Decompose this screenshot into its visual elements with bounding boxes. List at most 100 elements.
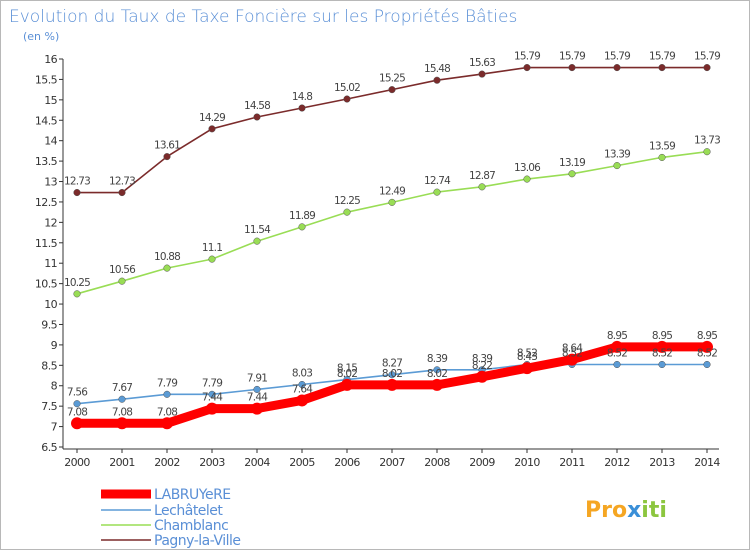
data-point (253, 237, 261, 245)
data-point (523, 175, 531, 183)
data-label: 10.25 (64, 277, 90, 289)
data-label: 13.61 (154, 140, 180, 152)
data-point (658, 64, 666, 72)
data-point (298, 380, 306, 389)
logo-part-3: iti (641, 498, 667, 523)
data-point (208, 255, 216, 263)
data-point (521, 362, 533, 375)
data-point (613, 360, 621, 369)
data-label: 13.73 (694, 135, 720, 147)
y-tick-label: 8.5 (41, 359, 57, 372)
data-label: 15.79 (514, 51, 540, 63)
y-tick-label: 10 (44, 298, 57, 311)
data-label: 8.52 (562, 347, 582, 359)
data-label: 8.95 (697, 330, 717, 342)
data-label: 7.08 (67, 406, 87, 418)
data-label: 8.39 (472, 353, 492, 365)
data-label: 14.58 (244, 100, 270, 112)
logo-part-2: x (627, 498, 641, 523)
data-label: 8.39 (427, 353, 447, 365)
data-label: 7.91 (247, 372, 267, 384)
data-point (206, 402, 218, 415)
x-tick-label: 2009 (469, 456, 495, 469)
x-tick-label: 2002 (154, 456, 180, 469)
data-label: 11.1 (202, 242, 222, 254)
data-point (73, 290, 81, 298)
series-line-2 (76, 150, 708, 295)
data-label: 7.08 (112, 406, 132, 418)
legend-label: LABRUYeRE (154, 487, 231, 503)
data-label: 7.79 (157, 377, 177, 389)
data-label: 15.63 (469, 57, 495, 69)
data-label: 7.79 (202, 377, 222, 389)
series-data-labels: 12.73 12.73 13.61 14.29 14.58 14.8 15.02 15.25 1… (64, 51, 721, 419)
data-point (118, 395, 126, 403)
data-point (568, 170, 576, 178)
data-point (703, 360, 711, 369)
x-tick-label: 2006 (334, 456, 360, 469)
y-tick-label: 10.5 (35, 278, 58, 291)
x-tick-label: 2014 (694, 456, 720, 469)
data-label: 10.56 (109, 264, 136, 276)
data-label: 7.44 (247, 392, 268, 404)
data-point (433, 76, 441, 84)
data-point (161, 417, 173, 430)
data-point (341, 378, 353, 391)
data-label: 12.73 (109, 176, 135, 188)
data-point (343, 208, 351, 216)
data-label: 11.54 (244, 224, 271, 236)
y-tick-label: 11.5 (35, 237, 58, 250)
data-point (388, 198, 396, 206)
data-point (118, 189, 126, 197)
data-point (116, 417, 128, 430)
data-point (613, 64, 621, 72)
y-tick-label: 9 (51, 339, 58, 352)
x-tick-label: 2001 (109, 456, 135, 469)
data-label: 15.79 (694, 51, 720, 63)
x-tick-label: 2010 (514, 456, 540, 469)
y-tick-label: 16 (44, 53, 57, 66)
data-label: 8.43 (517, 351, 537, 363)
data-label: 8.95 (652, 330, 672, 342)
data-point (523, 64, 531, 72)
y-tick-label: 13 (44, 176, 57, 189)
data-point (656, 340, 668, 353)
chart-title: Evolution du Taux de Taxe Foncière sur l… (9, 7, 517, 27)
data-label: 12.73 (64, 176, 90, 188)
data-label: 10.88 (154, 251, 180, 263)
y-tick-label: 12.5 (35, 196, 58, 209)
proxiti-logo: Proxiti (585, 498, 667, 523)
data-label: 7.56 (67, 387, 88, 399)
data-point (163, 153, 171, 161)
legend-label: Pagny-la-Ville (154, 533, 241, 549)
data-point (296, 394, 308, 407)
data-label: 13.39 (604, 149, 630, 161)
data-label: 8.27 (382, 358, 402, 370)
data-label: 12.74 (424, 175, 451, 187)
x-tick-label: 2003 (199, 456, 225, 469)
data-label: 8.22 (472, 360, 492, 372)
series-points (71, 64, 713, 430)
data-point (73, 400, 81, 408)
data-point (478, 70, 486, 78)
data-point (703, 148, 711, 156)
y-tick-label: 15 (44, 94, 57, 107)
data-point (251, 402, 263, 415)
data-point (298, 104, 306, 112)
data-point (611, 340, 623, 353)
data-point (431, 378, 443, 391)
y-tick-label: 14 (44, 135, 57, 148)
data-label: 8.03 (292, 368, 312, 380)
data-label: 15.79 (559, 51, 585, 63)
data-label: 7.64 (292, 383, 313, 395)
y-tick-label: 13.5 (35, 155, 58, 168)
data-label: 8.52 (517, 347, 537, 359)
data-label: 8.02 (382, 368, 402, 380)
data-label: 8.52 (697, 347, 717, 359)
data-label: 12.25 (334, 195, 360, 207)
data-label: 15.02 (334, 82, 360, 94)
y-tick-label: 14.5 (35, 114, 58, 127)
data-label: 15.79 (604, 51, 630, 63)
data-point (163, 390, 171, 398)
